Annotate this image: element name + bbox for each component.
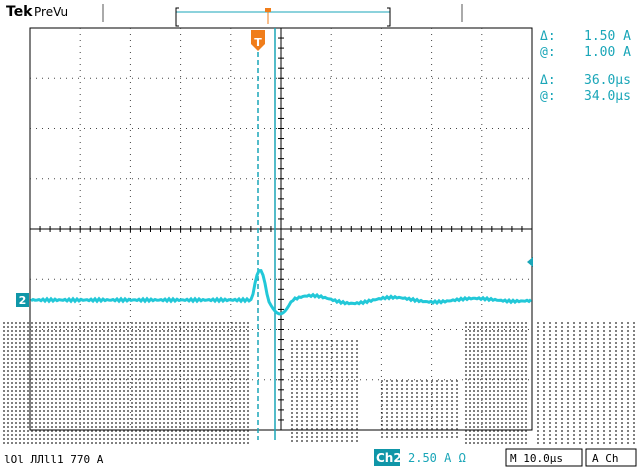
at-amplitude-label: @: xyxy=(540,45,556,60)
delta-time-value: 36.0μs xyxy=(584,73,631,88)
cursor-readouts: Δ: 1.50 A @: 1.00 A Δ: 36.0μs @: 34.0μs xyxy=(540,29,631,104)
record-view-bracket xyxy=(175,7,391,27)
timebase-box[interactable] xyxy=(505,448,583,467)
ch2-waveform-trace xyxy=(30,269,533,316)
timebase-label: M 10.0μs xyxy=(510,452,563,465)
trigger-marker-label: T xyxy=(254,36,262,49)
at-time-label: @: xyxy=(540,89,556,104)
channel-scale: 2.50 A Ω xyxy=(408,451,466,465)
acquisition-mode-label: PreVu xyxy=(34,5,68,19)
channel-label: Ch2 xyxy=(376,451,402,465)
channel-ground-icon[interactable]: 2 xyxy=(16,293,29,307)
delta-time-label: Δ: xyxy=(540,73,556,88)
at-time-value: 34.0μs xyxy=(584,89,631,104)
trigger-level-arrow-icon[interactable] xyxy=(527,257,533,267)
delta-amplitude-label: Δ: xyxy=(540,29,556,44)
brand-label: Tek xyxy=(6,4,33,20)
trigger-arrow-icon[interactable]: T xyxy=(251,30,265,51)
trigger-box[interactable] xyxy=(585,448,637,467)
channel-marker-label: 2 xyxy=(19,294,27,307)
at-amplitude-value: 1.00 A xyxy=(584,45,631,60)
trigger-source-label: A Ch xyxy=(592,452,619,465)
channel-badge[interactable] xyxy=(374,449,400,466)
display-artifact-region xyxy=(3,322,635,444)
status-left-text: lOl ЛЛll1 770 A xyxy=(4,453,104,466)
status-bar: lOl ЛЛll1 770 A Ch2 2.50 A Ω M 10.0μs A … xyxy=(0,446,640,470)
graticule-grid xyxy=(29,27,533,431)
delta-amplitude-value: 1.50 A xyxy=(584,29,631,44)
